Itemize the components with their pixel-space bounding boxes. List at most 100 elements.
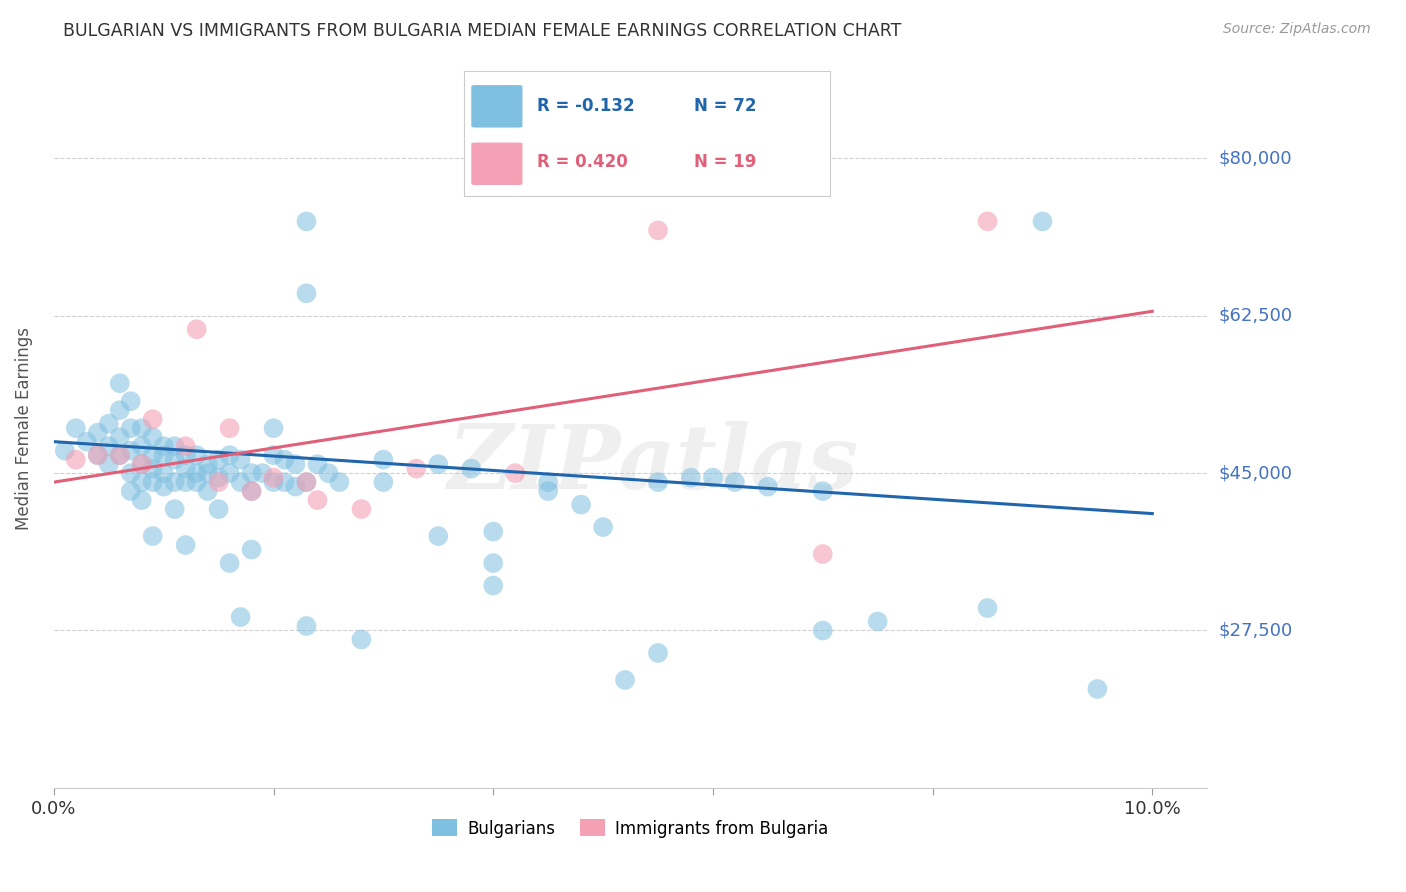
Point	[120, 394, 142, 409]
Point	[207, 475, 229, 490]
Point	[295, 214, 318, 228]
Point	[174, 461, 197, 475]
Point	[284, 480, 307, 494]
Point	[427, 529, 450, 543]
Point	[186, 466, 208, 480]
Point	[207, 470, 229, 484]
Text: ZIPatlas: ZIPatlas	[449, 421, 859, 508]
Point	[87, 425, 110, 440]
Point	[174, 538, 197, 552]
Point	[163, 439, 186, 453]
Point	[592, 520, 614, 534]
Y-axis label: Median Female Earnings: Median Female Earnings	[15, 326, 32, 530]
Point	[108, 403, 131, 417]
Point	[142, 461, 165, 475]
Point	[197, 484, 219, 499]
Point	[614, 673, 637, 687]
Point	[108, 376, 131, 391]
Point	[307, 457, 329, 471]
Point	[142, 529, 165, 543]
Point	[976, 601, 998, 615]
Point	[976, 214, 998, 228]
Point	[186, 448, 208, 462]
Point	[142, 412, 165, 426]
Point	[131, 457, 153, 471]
Point	[186, 322, 208, 336]
Point	[295, 619, 318, 633]
Point	[174, 439, 197, 453]
Point	[240, 484, 263, 499]
Point	[229, 610, 252, 624]
Text: R = 0.420: R = 0.420	[537, 153, 628, 171]
Point	[186, 475, 208, 490]
Point	[537, 484, 560, 499]
Point	[756, 480, 779, 494]
FancyBboxPatch shape	[471, 143, 523, 185]
Point	[120, 466, 142, 480]
Point	[174, 448, 197, 462]
Point	[295, 475, 318, 490]
Point	[163, 452, 186, 467]
Text: BULGARIAN VS IMMIGRANTS FROM BULGARIA MEDIAN FEMALE EARNINGS CORRELATION CHART: BULGARIAN VS IMMIGRANTS FROM BULGARIA ME…	[63, 22, 901, 40]
Point	[240, 484, 263, 499]
Point	[350, 502, 373, 516]
Point	[131, 493, 153, 508]
Point	[811, 547, 834, 561]
Point	[97, 417, 120, 431]
Point	[163, 502, 186, 516]
Point	[811, 484, 834, 499]
Point	[373, 452, 395, 467]
Point	[108, 448, 131, 462]
Point	[284, 457, 307, 471]
Point	[503, 466, 526, 480]
Point	[263, 470, 285, 484]
Point	[218, 448, 240, 462]
Point	[197, 466, 219, 480]
Point	[207, 452, 229, 467]
Legend: Bulgarians, Immigrants from Bulgaria: Bulgarians, Immigrants from Bulgaria	[426, 813, 835, 844]
Point	[307, 493, 329, 508]
Point	[647, 646, 669, 660]
Point	[866, 615, 889, 629]
Point	[174, 475, 197, 490]
Point	[53, 443, 76, 458]
Point	[65, 452, 87, 467]
Point	[724, 475, 747, 490]
Point	[152, 480, 174, 494]
Point	[1085, 681, 1108, 696]
Point	[263, 421, 285, 435]
Point	[97, 439, 120, 453]
Text: $62,500: $62,500	[1219, 307, 1292, 325]
Point	[1031, 214, 1053, 228]
Point	[142, 475, 165, 490]
Point	[427, 457, 450, 471]
FancyBboxPatch shape	[471, 85, 523, 128]
Point	[65, 421, 87, 435]
Point	[163, 475, 186, 490]
Point	[152, 448, 174, 462]
Point	[702, 470, 724, 484]
Point	[240, 466, 263, 480]
Point	[263, 475, 285, 490]
Point	[87, 448, 110, 462]
Point	[482, 524, 505, 539]
Text: $80,000: $80,000	[1219, 150, 1292, 168]
Point	[218, 421, 240, 435]
Point	[537, 475, 560, 490]
Text: R = -0.132: R = -0.132	[537, 96, 634, 115]
Point	[218, 466, 240, 480]
Point	[131, 439, 153, 453]
Point	[318, 466, 340, 480]
Point	[120, 443, 142, 458]
Text: N = 72: N = 72	[695, 96, 756, 115]
Point	[482, 578, 505, 592]
Point	[373, 475, 395, 490]
Point	[273, 452, 295, 467]
Point	[152, 466, 174, 480]
Point	[569, 498, 592, 512]
Point	[108, 430, 131, 444]
Point	[482, 556, 505, 570]
Point	[87, 448, 110, 462]
Point	[405, 461, 427, 475]
Point	[131, 421, 153, 435]
